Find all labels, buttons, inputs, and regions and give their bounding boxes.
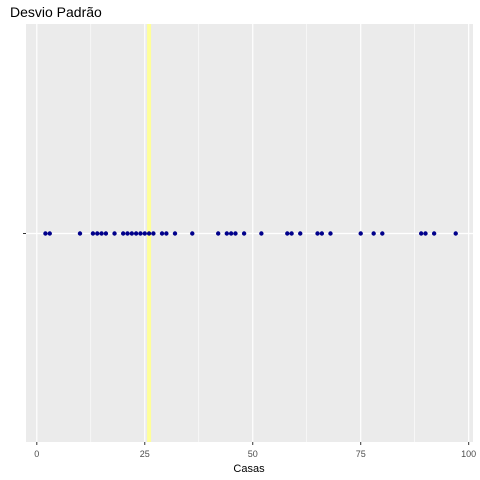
data-point bbox=[125, 231, 130, 236]
data-point bbox=[423, 231, 428, 236]
data-point bbox=[164, 231, 169, 236]
x-tick-label: 50 bbox=[248, 449, 258, 459]
data-point bbox=[103, 231, 109, 236]
data-point bbox=[328, 231, 333, 236]
data-point bbox=[215, 231, 221, 236]
data-point bbox=[190, 231, 195, 236]
data-point bbox=[285, 231, 290, 236]
data-point bbox=[95, 231, 100, 236]
data-point bbox=[241, 231, 247, 236]
data-point bbox=[90, 231, 96, 236]
x-axis-title: Casas bbox=[233, 463, 265, 475]
data-point bbox=[142, 231, 147, 236]
data-point bbox=[77, 231, 83, 236]
data-point bbox=[224, 231, 230, 236]
data-point bbox=[371, 231, 376, 236]
data-point bbox=[431, 231, 437, 236]
x-tick-label: 25 bbox=[140, 449, 150, 459]
chart-title: Desvio Padrão bbox=[10, 4, 102, 20]
data-point bbox=[133, 231, 139, 236]
data-point bbox=[47, 231, 52, 236]
data-point bbox=[315, 231, 320, 236]
data-point bbox=[298, 231, 303, 236]
data-point bbox=[99, 231, 104, 236]
data-point bbox=[228, 231, 234, 236]
data-point bbox=[120, 231, 126, 236]
data-point bbox=[358, 231, 363, 236]
data-points bbox=[43, 231, 458, 236]
data-point bbox=[151, 231, 156, 236]
data-point bbox=[159, 231, 165, 236]
x-tick-label: 75 bbox=[356, 449, 366, 459]
x-axis: 0 25 50 75 100 bbox=[34, 442, 476, 459]
data-point bbox=[289, 231, 294, 236]
data-point bbox=[146, 231, 152, 236]
data-point bbox=[233, 231, 238, 236]
data-point bbox=[319, 231, 325, 236]
data-point bbox=[138, 231, 143, 236]
data-point bbox=[43, 231, 48, 236]
x-tick-label: 100 bbox=[461, 449, 476, 459]
data-point bbox=[453, 231, 458, 236]
data-point bbox=[380, 231, 385, 236]
data-point bbox=[172, 231, 178, 236]
data-point bbox=[112, 231, 117, 236]
x-tick-label: 0 bbox=[34, 449, 39, 459]
data-point bbox=[259, 231, 264, 236]
data-point bbox=[418, 231, 424, 236]
data-point bbox=[129, 231, 135, 236]
